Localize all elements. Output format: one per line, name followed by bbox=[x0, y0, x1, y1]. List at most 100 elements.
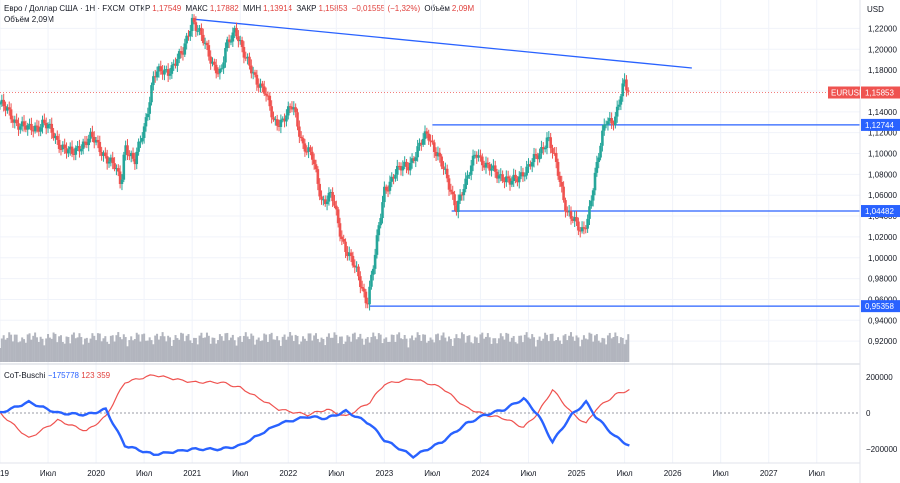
level-badge-text: 1,04482 bbox=[865, 207, 894, 216]
candle-body bbox=[331, 192, 334, 202]
candle-body bbox=[316, 169, 320, 184]
time-tick-label: 2020 bbox=[87, 469, 105, 478]
candle-body bbox=[7, 107, 11, 110]
candle-body bbox=[281, 118, 285, 120]
volume-bar bbox=[414, 337, 417, 362]
candle-body bbox=[578, 230, 582, 232]
volume-bar bbox=[54, 333, 57, 362]
candle-body bbox=[153, 76, 157, 78]
volume-bar bbox=[551, 333, 554, 362]
volume-bar bbox=[93, 335, 96, 362]
volume-bar bbox=[11, 341, 14, 362]
volume-bar bbox=[359, 333, 362, 362]
volume-bar bbox=[571, 336, 574, 362]
volume-bar bbox=[577, 337, 580, 362]
candle-body bbox=[503, 180, 506, 183]
volume-bar bbox=[283, 334, 286, 362]
horizontal-levels[interactable] bbox=[369, 124, 860, 307]
volume-bar bbox=[150, 340, 153, 362]
volume-bar bbox=[584, 338, 587, 362]
volume-bar bbox=[520, 335, 523, 362]
candle-body bbox=[96, 139, 100, 142]
candle-body bbox=[39, 127, 42, 132]
volume-bar bbox=[568, 335, 571, 362]
candle-body bbox=[237, 36, 240, 42]
candle-body bbox=[477, 155, 480, 158]
volume-bar bbox=[525, 332, 528, 362]
volume-bar bbox=[265, 334, 268, 362]
volume-bar bbox=[285, 339, 288, 362]
volume-bar bbox=[69, 343, 72, 362]
volume-bar bbox=[435, 334, 438, 362]
volume-bar bbox=[56, 342, 59, 362]
candle-body bbox=[541, 147, 545, 150]
volume-bar bbox=[484, 336, 487, 362]
volume-bar bbox=[510, 337, 513, 362]
candle-body bbox=[140, 137, 144, 142]
time-tick-label: Июл bbox=[809, 469, 826, 478]
candle-body bbox=[606, 121, 610, 125]
volume-bar bbox=[357, 337, 360, 362]
volume-bar bbox=[91, 333, 94, 362]
volume-bar bbox=[6, 337, 9, 362]
candle-body bbox=[621, 83, 625, 97]
volume-bar bbox=[472, 343, 475, 362]
candle-body bbox=[196, 30, 200, 32]
volume-bar bbox=[483, 338, 486, 362]
volume-bar bbox=[512, 336, 515, 362]
volume-bar bbox=[610, 338, 613, 362]
candle-body bbox=[157, 66, 161, 72]
candle-body bbox=[85, 142, 89, 146]
candle-body bbox=[277, 125, 281, 127]
candle-body bbox=[597, 157, 601, 163]
volume-bar bbox=[4, 339, 7, 362]
price-tick-label: 1,22000 bbox=[868, 24, 897, 33]
time-axis[interactable]: 2019 Июл 2020 Июл 2021 Июл 2022 Июл 2023 Июл 2024 И… bbox=[0, 469, 825, 478]
volume-bar bbox=[279, 345, 282, 362]
candle-body bbox=[142, 126, 146, 138]
volume-bar bbox=[619, 337, 622, 362]
candle-body bbox=[425, 131, 429, 134]
volume-bar bbox=[529, 338, 532, 362]
candle-body bbox=[312, 159, 316, 165]
candle-body bbox=[0, 99, 4, 104]
trendline[interactable] bbox=[192, 18, 692, 69]
candle-body bbox=[115, 168, 118, 170]
candle-body bbox=[224, 48, 227, 63]
candle-body bbox=[205, 42, 209, 46]
volume-bar bbox=[545, 334, 548, 362]
volume-bar bbox=[244, 332, 247, 362]
volume-bar bbox=[348, 336, 351, 362]
volume-bar bbox=[85, 337, 88, 362]
volume-bar bbox=[154, 335, 157, 362]
volume-bar bbox=[157, 339, 160, 362]
candle-body bbox=[414, 157, 418, 161]
volume-bar bbox=[32, 335, 35, 362]
volume-bar bbox=[616, 336, 619, 362]
indicator-axis: 200000 0 −200000 bbox=[866, 373, 898, 454]
volume-bar bbox=[135, 332, 138, 362]
price-axis[interactable]: 1,220001,200001,180001,160001,140001,120… bbox=[868, 24, 897, 346]
volume-bar bbox=[540, 340, 543, 362]
volume-bar bbox=[479, 334, 482, 362]
candle-body bbox=[52, 132, 55, 139]
candle-body bbox=[577, 221, 580, 231]
indicator-blue-value: −175778 bbox=[47, 371, 79, 380]
volume-bar bbox=[446, 341, 449, 362]
volume-bar bbox=[377, 333, 380, 362]
cot-blue-line bbox=[0, 396, 630, 460]
candle-body bbox=[327, 192, 331, 202]
open-value: 1,17549 bbox=[152, 4, 182, 13]
candle-body bbox=[571, 218, 575, 221]
volume-bar bbox=[625, 339, 628, 362]
volume-bar bbox=[558, 340, 561, 362]
volume-bar bbox=[621, 337, 624, 362]
volume-bar bbox=[387, 341, 390, 362]
candle-body bbox=[523, 175, 527, 177]
candle-body bbox=[322, 199, 325, 201]
volume-bar bbox=[183, 341, 186, 362]
volume-bar bbox=[514, 342, 517, 362]
symbol-title[interactable]: Евро / Доллар США · 1Н · FXCM bbox=[4, 4, 125, 13]
candle-body bbox=[551, 148, 554, 153]
